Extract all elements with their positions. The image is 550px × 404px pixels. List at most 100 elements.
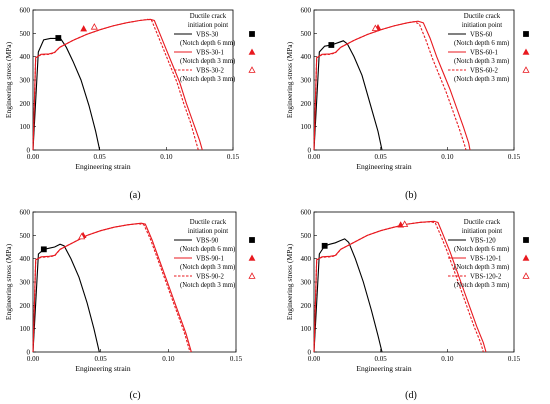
panel-label: (b) [405,190,417,201]
x-tick-label: 0.10 [162,355,175,363]
legend-series-name: VBS-30-1 [196,50,224,57]
legend-header-line-2: initiation point [188,228,228,235]
legend-header-line-1: Ductile crack [190,13,227,20]
x-tick-label: 0.15 [230,355,243,363]
legend-series-note: (Notch depth 3 mm) [454,264,509,271]
x-tick-label: 0.15 [508,153,521,161]
panel-label: (a) [129,190,140,201]
legend-marker-VBS-60-2 [522,66,530,73]
legend-marker-VBS-30 [249,31,255,37]
y-tick-label: 400 [301,255,312,263]
x-axis-label: Engineering strain [75,364,130,373]
legend-series-name: VBS-30-2 [196,68,225,75]
legend-series-note: (Notch depth 3 mm) [454,76,509,83]
x-tick-label: 0.05 [375,153,388,161]
y-tick-label: 400 [301,53,312,61]
legend-series-name: VBS-60-1 [470,50,498,57]
legend-marker-VBS-90 [249,237,255,243]
y-tick-label: 0 [27,147,31,155]
legend-marker-VBS-90-2 [248,272,256,279]
legend-header-line-1: Ductile crack [464,13,501,20]
series-line-VBS-90-2 [32,223,191,353]
legend-series-name: VBS-90-2 [196,274,225,281]
series-line-VBS-120-2 [313,221,484,353]
series-marker-VBS-120-2 [401,220,409,227]
y-tick-label: 300 [20,279,31,287]
y-axis-label: Engineering stress (MPa) [4,41,13,118]
legend-series-note: (Notch depth 6 mm) [180,246,235,253]
y-tick-label: 200 [20,302,31,310]
x-tick-label: 0.00 [27,153,40,161]
series-marker-VBS-90-2 [78,232,86,240]
legend-series-name: VBS-60-2 [470,68,499,75]
x-tick-label: 0.05 [95,355,108,363]
legend-series-name: VBS-60 [470,32,493,39]
y-tick-label: 500 [301,232,312,240]
series-marker-VBS-60-2 [371,24,379,31]
y-axis-label: Engineering stress (MPa) [4,243,13,320]
x-tick-label: 0.00 [27,355,40,363]
y-axis-label: Engineering stress (MPa) [285,41,294,118]
x-tick-label: 0.10 [441,355,454,363]
legend-series-note: (Notch depth 3 mm) [180,76,235,83]
x-tick-label: 0.10 [160,153,173,161]
x-axis-label: Engineering strain [356,364,411,373]
legend-series-name: VBS-90 [196,238,219,245]
x-tick-label: 0.00 [308,355,321,363]
legend-series-note: (Notch depth 3 mm) [180,58,235,65]
y-tick-label: 600 [301,209,312,217]
series-line-VBS-120 [313,238,383,353]
legend-series-note: (Notch depth 6 mm) [454,40,509,47]
legend-series-name: VBS-120 [470,238,496,245]
x-tick-label: 0.10 [441,153,454,161]
x-axis-label: Engineering strain [75,162,130,171]
panel-label: (c) [129,390,140,401]
legend-series-note: (Notch depth 3 mm) [454,58,509,65]
y-tick-label: 200 [20,100,31,108]
x-tick-label: 0.00 [308,153,321,161]
chart-panel-1: 0 100 200 300 400 500 600 0.00 0.05 0.10 0.15 Engin… [4,7,256,201]
legend-marker-VBS-30-1 [248,48,256,55]
x-tick-label: 0.05 [94,153,107,161]
legend-marker-VBS-60 [523,31,529,37]
legend-series-note: (Notch depth 3 mm) [180,282,235,289]
series-line-VBS-60-1 [313,20,471,151]
y-tick-label: 100 [20,325,31,333]
chart-panel-4: 0 100 200 300 400 500 600 0.00 0.05 0.10 0.15 Engin… [285,209,530,401]
y-tick-label: 100 [20,123,31,131]
y-tick-label: 600 [301,7,312,15]
y-axis-label: Engineering stress (MPa) [285,243,294,320]
legend-series-name: VBS-90-1 [196,256,224,263]
legend-marker-VBS-30-2 [248,66,256,73]
y-tick-label: 200 [301,100,312,108]
legend-marker-VBS-120-1 [522,254,530,261]
y-tick-label: 0 [27,349,31,357]
legend-header-line-1: Ductile crack [190,219,227,226]
x-tick-label: 0.15 [508,355,521,363]
y-tick-label: 500 [20,30,31,38]
x-tick-label: 0.05 [375,355,388,363]
series-marker-VBS-120 [321,242,328,249]
series-marker-VBS-90 [40,246,47,253]
y-tick-label: 0 [308,349,312,357]
legend-marker-VBS-120-2 [522,272,530,279]
series-marker-VBS-30-1 [80,25,88,32]
panel-label: (d) [405,390,417,401]
legend-series-note: (Notch depth 6 mm) [454,246,509,253]
x-tick-label: 0.15 [227,153,240,161]
y-tick-label: 0 [308,147,312,155]
y-tick-label: 500 [301,30,312,38]
y-tick-label: 100 [301,123,312,131]
legend-marker-VBS-90-1 [248,254,256,261]
series-line-VBS-30-2 [32,18,199,151]
y-tick-label: 200 [301,302,312,310]
y-tick-label: 400 [20,255,31,263]
series-line-VBS-90 [32,243,100,353]
legend-header-line-2: initiation point [462,22,502,29]
legend-series-name: VBS-120-2 [470,274,502,281]
y-tick-label: 100 [301,325,312,333]
